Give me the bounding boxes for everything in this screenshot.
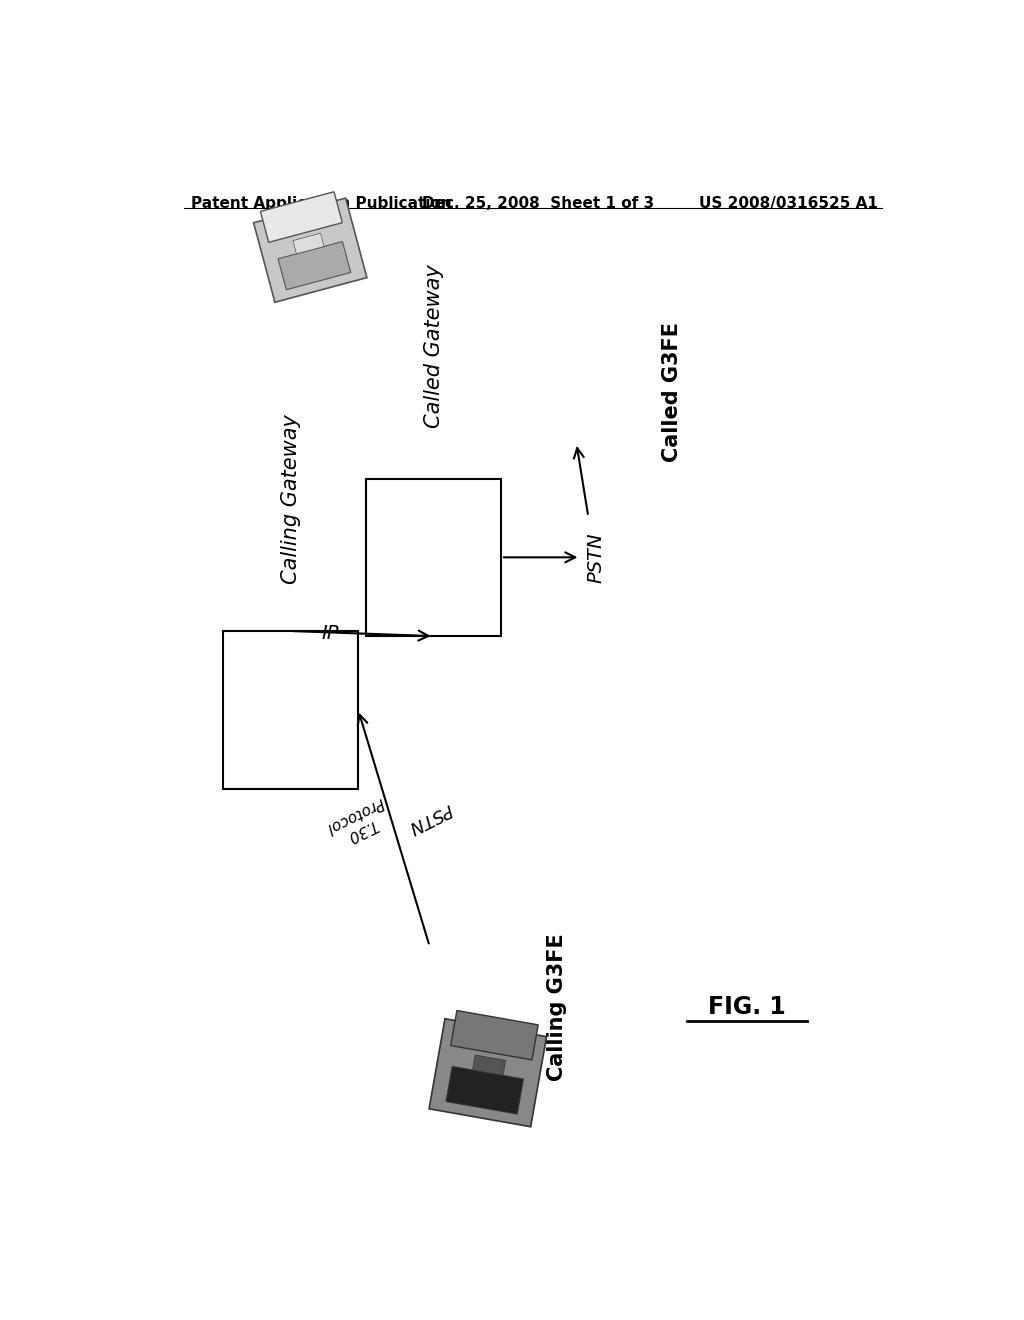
Bar: [429, 1019, 547, 1127]
Bar: [446, 1067, 523, 1114]
Text: Called Gateway: Called Gateway: [424, 264, 443, 428]
Text: Dec. 25, 2008  Sheet 1 of 3: Dec. 25, 2008 Sheet 1 of 3: [422, 195, 653, 211]
Bar: [293, 234, 324, 253]
Text: Calling G3FE: Calling G3FE: [547, 933, 566, 1081]
Bar: [279, 242, 351, 289]
Bar: [254, 198, 367, 302]
Text: Calling Gateway: Calling Gateway: [281, 414, 301, 583]
Bar: [451, 1011, 539, 1060]
Bar: [223, 631, 358, 788]
Text: Called G3FE: Called G3FE: [662, 322, 682, 462]
Text: FIG. 1: FIG. 1: [709, 995, 785, 1019]
Text: IP: IP: [322, 624, 339, 643]
Bar: [367, 479, 501, 636]
Text: US 2008/0316525 A1: US 2008/0316525 A1: [699, 195, 879, 211]
Bar: [260, 191, 342, 243]
Text: T.30
Protocol: T.30 Protocol: [323, 795, 393, 851]
Bar: [472, 1055, 506, 1076]
Text: Patent Application Publication: Patent Application Publication: [191, 195, 453, 211]
Text: PSTN: PSTN: [587, 532, 606, 582]
Text: PSTN: PSTN: [404, 800, 455, 837]
